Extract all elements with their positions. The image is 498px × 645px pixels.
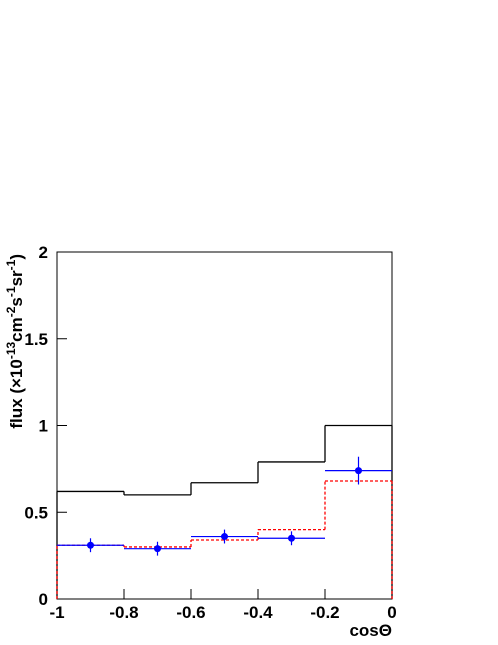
y-tick-label: 1 <box>39 417 48 436</box>
y-title-part: sr <box>7 270 26 286</box>
y-tick-label: 2 <box>39 243 48 262</box>
y-title-part: ) <box>7 254 26 260</box>
y-title-part: flux (×10 <box>7 359 26 428</box>
y-title-superscript: -1 <box>4 259 18 270</box>
x-tick-label: -0.2 <box>310 603 339 622</box>
data-point <box>87 541 94 549</box>
y-tick-label: 1.5 <box>24 330 48 349</box>
y-title-superscript: -13 <box>4 341 18 359</box>
data-point <box>355 467 362 475</box>
y-title-superscript: -1 <box>4 286 18 297</box>
x-axis-title: cosΘ <box>349 621 392 640</box>
data-point <box>221 533 228 541</box>
y-axis-title: flux (×10-13cm-2s-1sr-1) <box>4 254 26 429</box>
y-tick-label: 0 <box>39 590 48 609</box>
x-tick-label: -1 <box>49 603 64 622</box>
data-point <box>154 545 161 553</box>
y-title-part: cm <box>7 317 26 342</box>
y-title-superscript: -2 <box>4 306 18 317</box>
x-tick-label: -0.4 <box>243 603 273 622</box>
x-tick-label: 0 <box>387 603 396 622</box>
data-point <box>288 534 295 542</box>
y-title-part: s <box>7 297 26 306</box>
x-tick-label: -0.6 <box>176 603 205 622</box>
y-tick-label: 0.5 <box>24 503 48 522</box>
x-tick-label: -0.8 <box>109 603 138 622</box>
